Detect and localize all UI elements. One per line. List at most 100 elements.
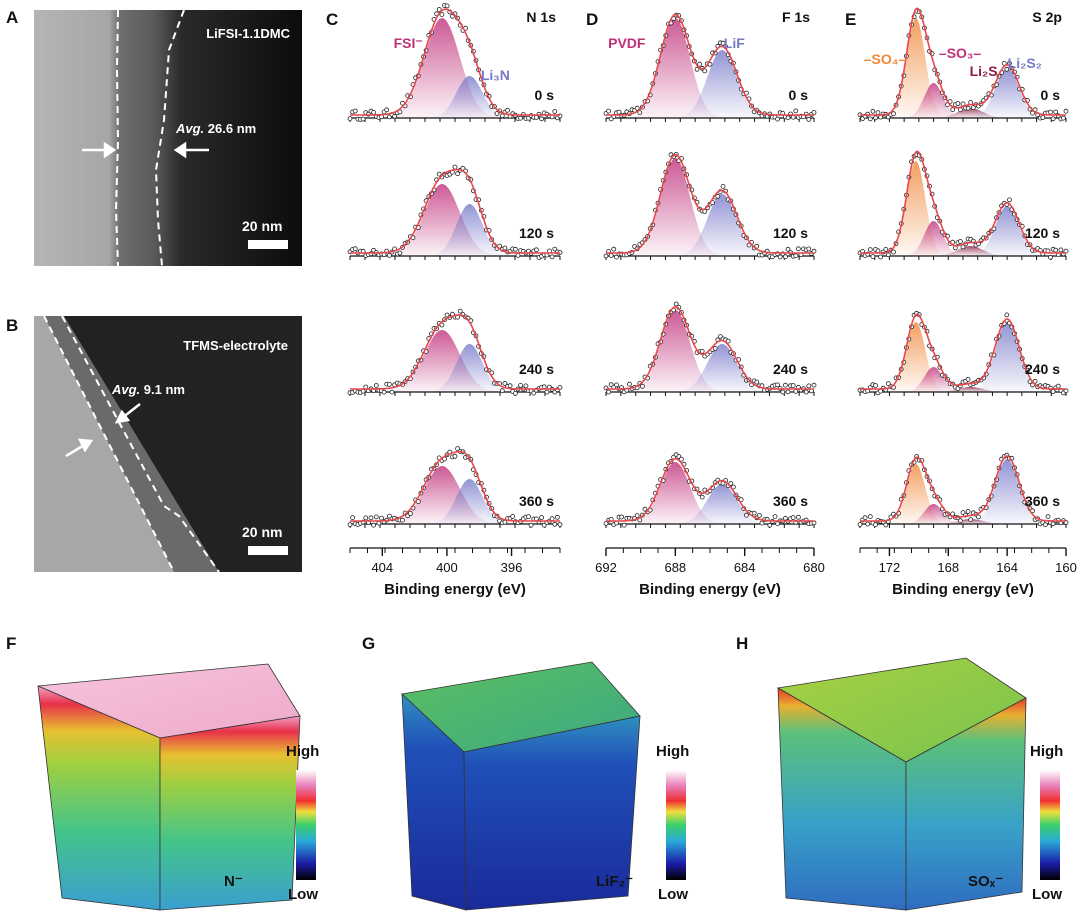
xps-data-point	[720, 40, 726, 46]
xps-data-point	[507, 383, 513, 389]
tem-a-scale-bar	[248, 240, 288, 249]
xps-peak-label: Li₃N	[481, 67, 510, 83]
xps-data-point	[793, 108, 799, 114]
xps-x-tick-label: 404	[371, 560, 393, 575]
xps-data-point	[754, 379, 760, 385]
xps-data-point	[400, 517, 405, 523]
xps-data-point	[552, 246, 558, 252]
xps-data-point	[539, 515, 544, 520]
xps-data-point	[379, 515, 384, 521]
xps-data-point	[775, 116, 780, 122]
xps-data-point	[976, 514, 981, 520]
cube-h	[776, 657, 1027, 911]
xps-data-point	[436, 7, 442, 12]
xps-data-point	[699, 494, 705, 500]
xps-data-point	[759, 520, 765, 526]
xps-data-point	[614, 382, 619, 388]
xps-data-point	[531, 390, 537, 396]
cube-f	[37, 663, 301, 911]
xps-data-point	[549, 254, 555, 260]
colorbar-g-high: High	[656, 743, 690, 760]
xps-data-point	[867, 514, 873, 519]
xps-data-point	[777, 254, 783, 260]
xps-data-point	[790, 383, 796, 388]
xps-fit-line	[606, 13, 814, 116]
xps-data-point	[1045, 514, 1051, 519]
xps-data-point	[878, 254, 883, 260]
xps-data-point	[621, 522, 627, 528]
xps-data-point	[371, 522, 377, 528]
xps-x-label: Binding energy (eV)	[892, 581, 1034, 598]
panel-letter-f: F	[6, 634, 17, 653]
xps-component	[860, 322, 1066, 392]
xps-data-point	[381, 389, 387, 395]
xps-data-point	[352, 246, 358, 252]
xps-peak-label: LiF	[724, 35, 745, 51]
xps-data-point	[386, 252, 392, 258]
xps-data-point	[1063, 108, 1069, 114]
xps-component	[350, 204, 560, 256]
xps-data-point	[439, 12, 445, 18]
colorbar-g-low: Low	[658, 886, 688, 903]
xps-component	[860, 246, 1066, 256]
tem-b-scale-label: 20 nm	[242, 524, 283, 540]
xps-component	[606, 344, 814, 392]
xps-data-point	[505, 107, 510, 113]
xps-data-point	[865, 521, 871, 527]
xps-data-point	[510, 514, 516, 519]
xps-time-label: 360 s	[519, 493, 554, 509]
xps-peak-label: Li₂S	[970, 63, 998, 79]
xps-data-point	[1061, 115, 1066, 121]
xps-data-point	[518, 382, 523, 388]
xps-data-point	[1043, 522, 1048, 528]
xps-component	[350, 479, 560, 524]
xps-x-tick-label: 172	[879, 560, 901, 575]
xps-data-point	[386, 513, 392, 519]
xps-data-point	[515, 252, 521, 258]
xps-component	[606, 50, 814, 118]
xps-data-point	[958, 518, 963, 524]
tem-b-label: TFMS-electrolyte	[183, 338, 288, 353]
xps-data-point	[783, 254, 788, 260]
xps-data-point	[555, 514, 560, 520]
panel-letter-h: H	[736, 634, 749, 653]
xps-data-point	[806, 246, 812, 252]
xps-data-point	[806, 117, 812, 122]
xps-peak-label: PVDF	[608, 35, 646, 51]
xps-data-point	[616, 109, 622, 115]
xps-data-point	[679, 456, 684, 462]
tem-image-a: LiFSI-1.1DMC Avg. 26.6 nm 20 nm	[34, 10, 302, 266]
xps-data-point	[965, 105, 971, 111]
xps-data-point	[857, 522, 863, 527]
xps-time-label: 120 s	[773, 225, 808, 241]
xps-time-label: 0 s	[789, 87, 809, 103]
xps-data-point	[499, 388, 505, 394]
xps-fit-line	[860, 455, 1066, 522]
xps-data-point	[452, 164, 458, 170]
xps-data-point	[371, 110, 377, 115]
xps-data-point	[796, 246, 801, 252]
xps-component	[606, 194, 814, 256]
xps-data-point	[363, 515, 369, 521]
xps-data-point	[720, 183, 726, 189]
xps-component	[350, 76, 560, 118]
xps-data-point	[1032, 378, 1038, 384]
xps-data-point	[862, 515, 868, 521]
xps-data-point	[1007, 197, 1012, 203]
xps-data-point	[376, 520, 382, 526]
xps-x-tick-label: 160	[1055, 560, 1077, 575]
xps-data-point	[373, 383, 379, 388]
xps-data-point	[1050, 116, 1056, 122]
xps-data-point	[513, 246, 518, 252]
xps-peak-label: –SO₃–	[939, 45, 981, 61]
xps-time-label: 360 s	[773, 493, 808, 509]
xps-fit-line	[350, 8, 560, 116]
xps-data-point	[513, 390, 518, 396]
cube-g	[401, 661, 641, 911]
xps-data-point	[634, 513, 640, 518]
xps-data-point	[775, 382, 780, 388]
xps-x-tick-label: 168	[937, 560, 959, 575]
xps-component	[606, 462, 814, 524]
xps-data-point	[1004, 312, 1010, 318]
xps-data-point	[608, 253, 614, 258]
